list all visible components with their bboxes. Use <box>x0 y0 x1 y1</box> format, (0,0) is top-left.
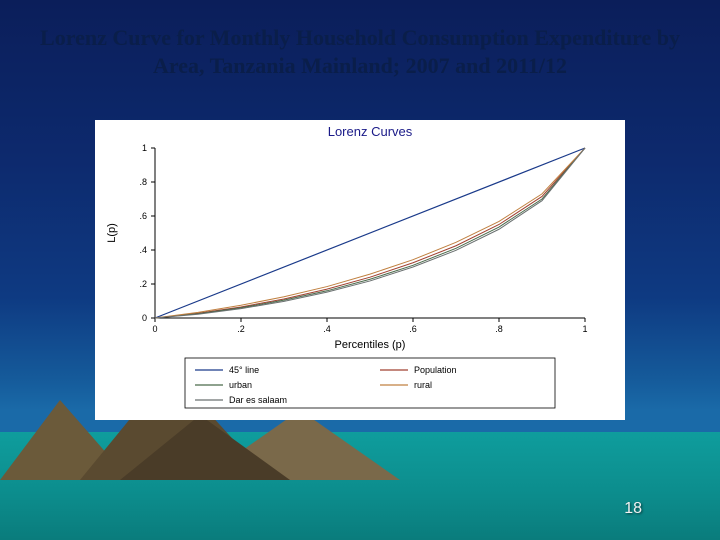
page-number: 18 <box>624 500 642 518</box>
svg-text:.2: .2 <box>237 324 245 334</box>
svg-text:rural: rural <box>414 380 432 390</box>
svg-text:0: 0 <box>142 313 147 323</box>
svg-text:Percentiles (p): Percentiles (p) <box>335 339 406 351</box>
svg-text:.8: .8 <box>139 177 147 187</box>
svg-text:Lorenz Curves: Lorenz Curves <box>328 124 413 139</box>
svg-text:urban: urban <box>229 380 252 390</box>
slide-title: Lorenz Curve for Monthly Household Consu… <box>30 24 690 79</box>
svg-text:.2: .2 <box>139 279 147 289</box>
svg-text:.6: .6 <box>409 324 417 334</box>
svg-text:.4: .4 <box>139 245 147 255</box>
svg-text:1: 1 <box>142 143 147 153</box>
lorenz-chart: Lorenz Curves 0 .2 .4 .6 .8 1 0 .2 .4 .6 .8 1 Percent… <box>95 120 625 420</box>
svg-text:.8: .8 <box>495 324 503 334</box>
svg-text:45° line: 45° line <box>229 365 259 375</box>
svg-text:.4: .4 <box>323 324 331 334</box>
svg-text:1: 1 <box>582 324 587 334</box>
svg-text:0: 0 <box>152 324 157 334</box>
slide: Lorenz Curve for Monthly Household Consu… <box>0 0 720 540</box>
svg-text:L(p): L(p) <box>106 223 118 243</box>
chart-panel: Lorenz Curves 0 .2 .4 .6 .8 1 0 .2 .4 .6 .8 1 Percent… <box>95 120 625 420</box>
svg-text:Dar es salaam: Dar es salaam <box>229 395 287 405</box>
svg-text:Population: Population <box>414 365 457 375</box>
svg-text:.6: .6 <box>139 211 147 221</box>
